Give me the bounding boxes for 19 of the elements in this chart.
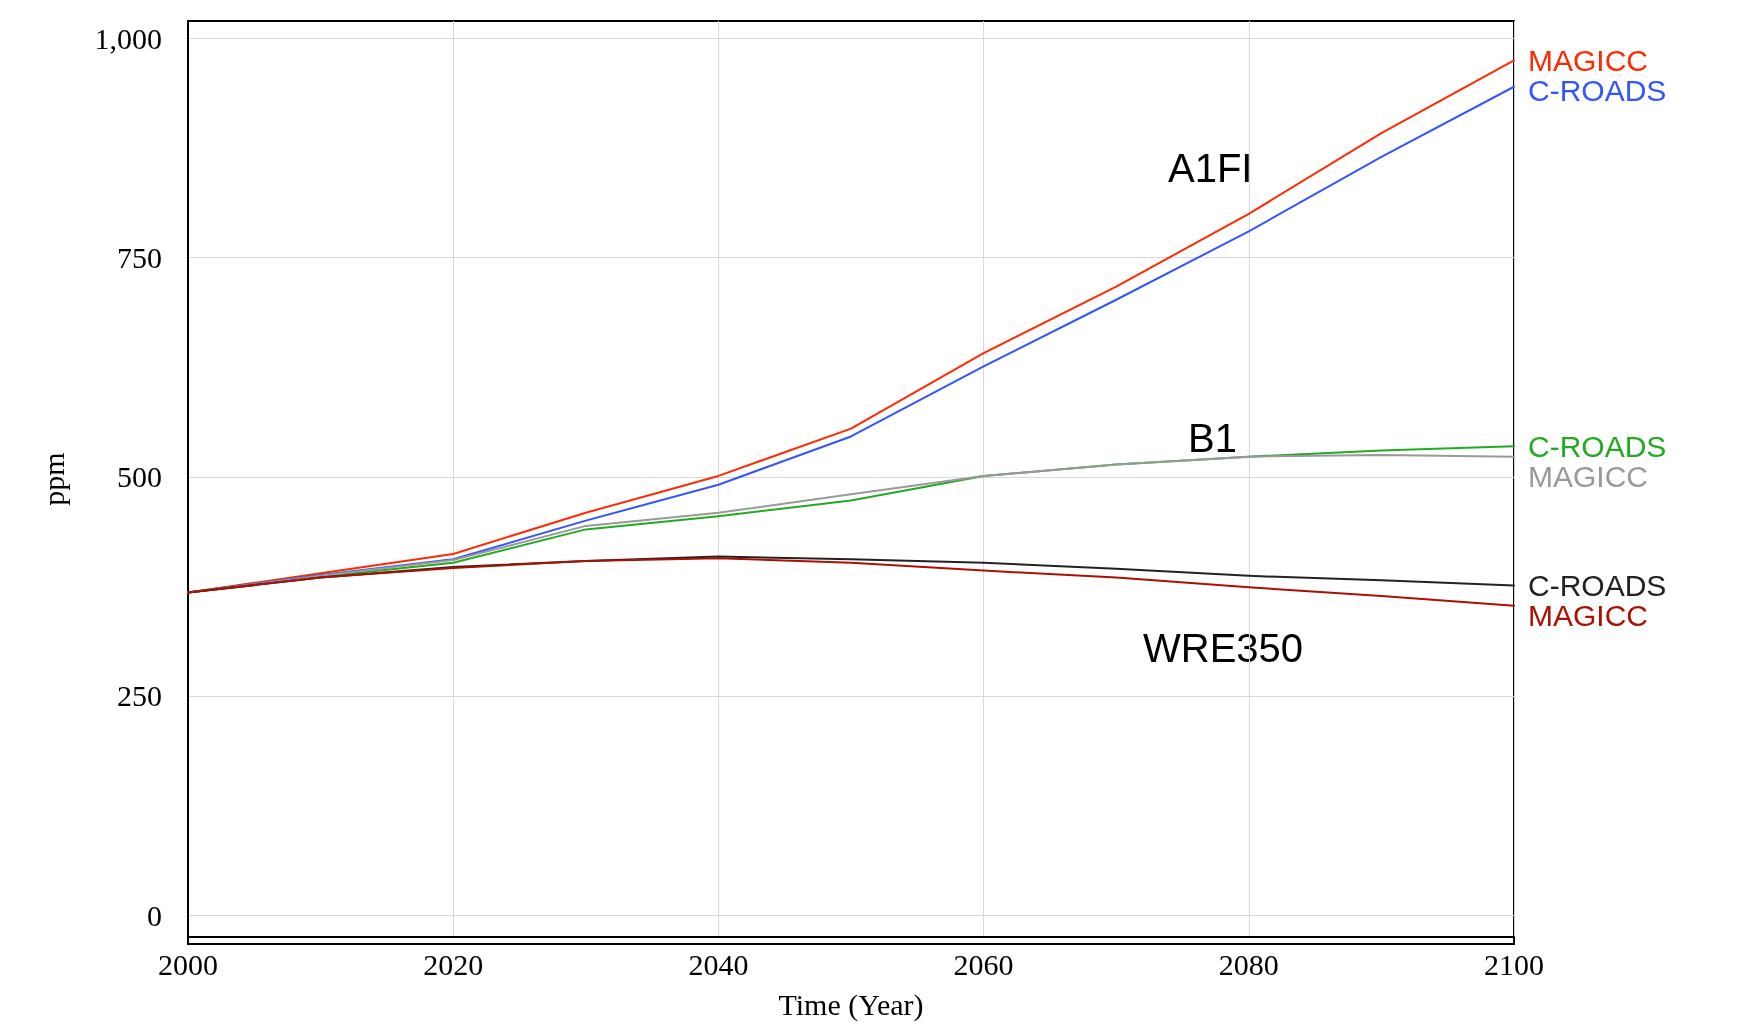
y-tick-label: 750 xyxy=(117,241,162,275)
series-label: C-ROADS xyxy=(1528,569,1667,602)
x-tick-label: 2100 xyxy=(1484,947,1544,981)
x-tick-label: 2080 xyxy=(1218,947,1279,981)
annotation: WRE350 xyxy=(1143,626,1304,670)
y-tick-label: 0 xyxy=(147,898,162,932)
y-axis-title: ppm xyxy=(36,452,70,506)
y-tick-label: 500 xyxy=(117,460,162,494)
series-label: MAGICC xyxy=(1528,599,1648,632)
y-tick-label: 1,000 xyxy=(94,22,162,56)
y-tick-label: 250 xyxy=(117,679,162,713)
line-series xyxy=(187,557,1515,607)
annotation: A1FI xyxy=(1168,146,1253,190)
x-tick-label: 2000 xyxy=(158,947,218,981)
x-tick-label: 2060 xyxy=(953,947,1014,981)
x-tick-label: 2040 xyxy=(688,947,749,981)
x-tick-label: 2020 xyxy=(423,947,484,981)
x-axis-title: Time (Year) xyxy=(778,987,924,1022)
annotation: B1 xyxy=(1188,416,1237,460)
